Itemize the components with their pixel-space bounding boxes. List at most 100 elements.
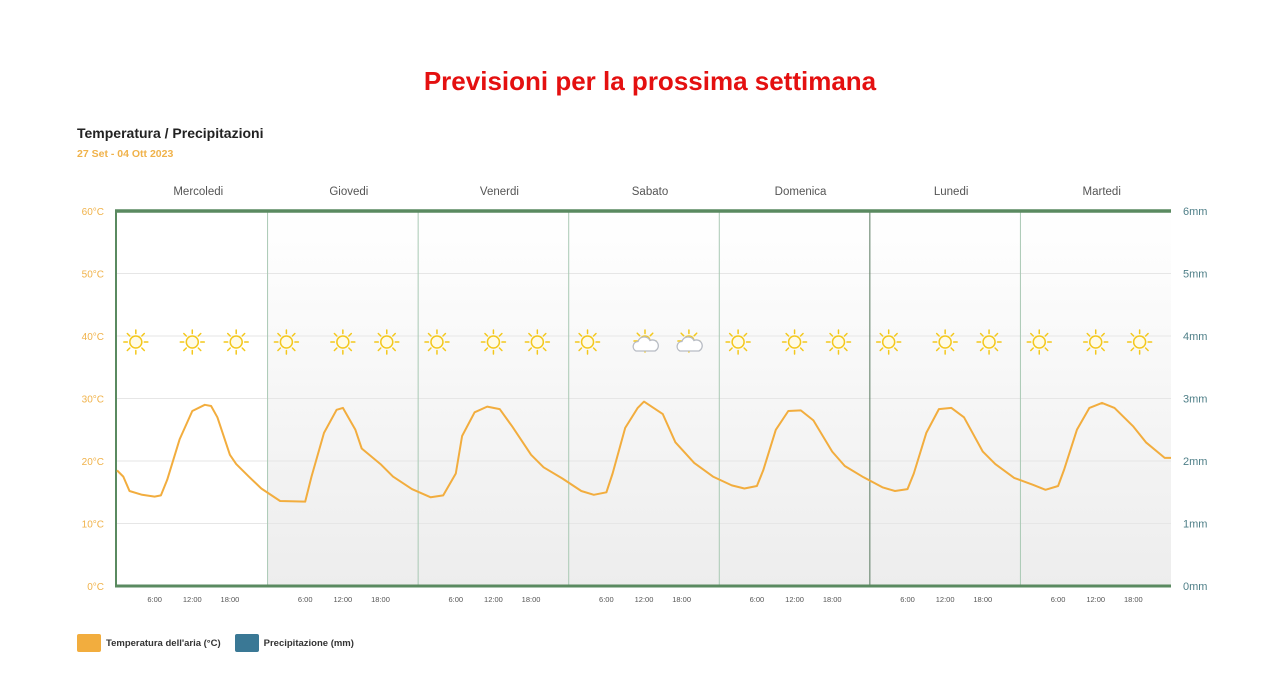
sun-ray: [799, 347, 804, 352]
sun-ray: [241, 347, 246, 352]
sun-ray: [785, 332, 790, 337]
sun-icon-16: [875, 329, 902, 355]
y-right-tick-2: 2mm: [1183, 456, 1207, 468]
hour-tick-2-3: 18:00: [371, 595, 390, 604]
cloud-shape: [632, 336, 659, 352]
sun-ray: [442, 332, 447, 337]
sun-ray: [994, 332, 999, 337]
sun-ray: [1100, 332, 1105, 337]
y-right-tick-0: 0mm: [1183, 581, 1207, 593]
sun-disc: [731, 335, 745, 349]
hour-tick-3-1: 6:00: [448, 595, 463, 604]
day-label-3: Venerdi: [480, 186, 519, 198]
sun-ray: [241, 332, 246, 337]
chart-legend: Temperatura dell'aria (°C) Precipitazion…: [77, 634, 368, 652]
sun-ray: [592, 347, 597, 352]
sun-ray: [542, 347, 547, 352]
sun-ray: [879, 332, 884, 337]
sun-disc: [229, 335, 243, 349]
sun-ray: [126, 332, 131, 337]
sun-ray: [377, 347, 382, 352]
sun-ray: [427, 347, 432, 352]
hour-tick-1-1: 6:00: [147, 595, 162, 604]
hour-tick-4-1: 6:00: [599, 595, 614, 604]
sun-ray: [592, 332, 597, 337]
sun-ray: [392, 332, 397, 337]
sun-ray: [126, 347, 131, 352]
sun-disc: [881, 335, 896, 349]
sun-ray: [879, 347, 884, 352]
sun-ray: [528, 332, 533, 337]
sun-ray: [392, 347, 397, 352]
sun-ray: [950, 332, 955, 337]
hour-tick-3-3: 18:00: [522, 595, 541, 604]
hour-tick-3-2: 12:00: [484, 595, 503, 604]
temperature-line: [116, 400, 1171, 503]
sun-ray: [197, 332, 202, 337]
y-right-tick-1: 1mm: [1183, 519, 1207, 531]
sun-ray: [141, 347, 146, 352]
sun-icon-13: [725, 329, 751, 355]
y-right-tick-6: 6mm: [1183, 206, 1207, 218]
sun-ray: [829, 332, 834, 337]
sun-ray: [1030, 347, 1034, 352]
legend-swatch-temperature: [77, 634, 101, 652]
sun-icon-6: [374, 329, 400, 355]
sun-ray: [578, 347, 583, 352]
sun-icon-17: [932, 329, 958, 355]
sun-icon-5: [330, 329, 356, 355]
sun-ray: [542, 332, 547, 337]
sun-ray: [226, 332, 231, 337]
sun-disc: [938, 335, 952, 349]
hour-tick-5-1: 6:00: [750, 595, 765, 604]
y-right-tick-4: 4mm: [1183, 331, 1207, 343]
sun-ray: [843, 347, 848, 352]
sun-ray: [197, 347, 202, 352]
sun-ray: [427, 332, 432, 337]
sun-disc: [1032, 335, 1046, 349]
sun-disc: [336, 335, 350, 349]
sun-disc: [787, 335, 802, 349]
sun-disc: [486, 335, 501, 349]
page-title: Previsioni per la prossima settimana: [423, 66, 877, 96]
sun-ray: [636, 332, 641, 337]
y-left-tick-2: 20°C: [82, 457, 104, 468]
sun-ray: [277, 347, 282, 352]
hour-tick-5-3: 18:00: [823, 595, 842, 604]
sun-ray: [291, 332, 296, 337]
sun-ray: [1044, 332, 1049, 337]
chart-title: Temperatura / Precipitazioni: [77, 125, 264, 141]
sun-cloud-icon-12: [676, 329, 703, 353]
sun-ray: [893, 332, 898, 337]
legend-item-precipitation[interactable]: Precipitazione (mm): [234, 634, 354, 652]
sun-ray: [141, 332, 146, 337]
sun-ray: [728, 347, 733, 352]
legend-item-temperature[interactable]: Temperatura dell'aria (°C): [77, 634, 221, 652]
sun-ray: [498, 332, 503, 337]
chart-date-range: 27 Set - 04 Ott 2023: [77, 148, 174, 160]
sun-ray: [950, 347, 955, 352]
sun-icon-2: [179, 329, 206, 355]
sun-icon-20: [1082, 329, 1109, 355]
sun-ray: [1130, 332, 1135, 337]
sun-disc: [831, 335, 846, 349]
sun-disc: [185, 335, 200, 349]
sun-ray: [183, 332, 188, 337]
hour-tick-4-2: 12:00: [635, 595, 654, 604]
sun-disc: [982, 335, 996, 349]
hour-tick-2-2: 12:00: [333, 595, 352, 604]
sun-ray: [743, 347, 748, 352]
y-right-tick-3: 3mm: [1183, 394, 1207, 406]
sun-ray: [693, 332, 698, 337]
sun-ray: [1086, 347, 1091, 352]
legend-label-temperature: Temperatura dell'aria (°C): [106, 637, 221, 649]
hour-tick-7-3: 18:00: [1124, 595, 1143, 604]
sun-ray: [333, 347, 338, 352]
day-label-5: Domenica: [775, 186, 827, 198]
sun-ray: [498, 347, 503, 352]
sun-ray: [680, 332, 685, 337]
sun-disc: [129, 335, 143, 349]
sun-ray: [442, 347, 447, 352]
hour-tick-5-2: 12:00: [785, 595, 804, 604]
